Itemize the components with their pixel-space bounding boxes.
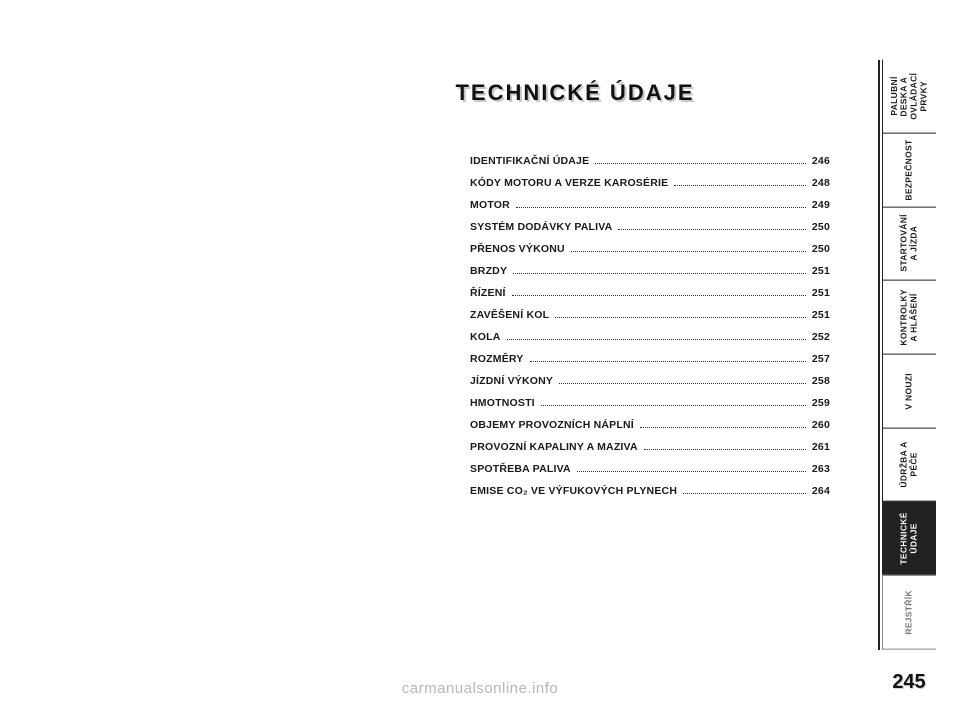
toc-leader-dots	[571, 251, 806, 252]
toc-row: MOTOR 249	[470, 199, 830, 221]
toc-label: JÍZDNÍ VÝKONY	[470, 375, 553, 387]
table-of-contents: IDENTIFIKAČNÍ ÚDAJE 246 KÓDY MOTORU A VERZ…	[470, 155, 830, 507]
toc-label: ROZMĚRY	[470, 353, 524, 365]
toc-label: PŘENOS VÝKONU	[470, 243, 565, 255]
toc-page: 260	[810, 419, 830, 431]
section-tab[interactable]: ÚDRŽBA A PÉČE	[882, 428, 936, 502]
toc-label: SPOTŘEBA PALIVA	[470, 463, 571, 475]
toc-leader-dots	[507, 339, 806, 340]
right-border	[878, 60, 880, 650]
toc-leader-dots	[618, 229, 805, 230]
toc-row: JÍZDNÍ VÝKONY 258	[470, 375, 830, 397]
toc-leader-dots	[555, 317, 806, 318]
toc-label: SYSTÉM DODÁVKY PALIVA	[470, 221, 612, 233]
section-tab[interactable]: REJSTŘÍK	[882, 575, 936, 650]
section-tab[interactable]: PALUBNÍ DESKA A OVLÁDACÍ PRVKY	[882, 60, 936, 134]
toc-page: 248	[810, 177, 830, 189]
toc-leader-dots	[595, 163, 806, 164]
toc-row: ROZMĚRY 257	[470, 353, 830, 375]
toc-label: MOTOR	[470, 199, 510, 211]
toc-page: 258	[810, 375, 830, 387]
toc-label: OBJEMY PROVOZNÍCH NÁPLNÍ	[470, 419, 634, 431]
toc-page: 246	[810, 155, 830, 167]
toc-row: SYSTÉM DODÁVKY PALIVA 250	[470, 221, 830, 243]
toc-row: ZAVĚŠENÍ KOL 251	[470, 309, 830, 331]
toc-page: 264	[810, 485, 830, 497]
toc-leader-dots	[541, 405, 806, 406]
toc-row: SPOTŘEBA PALIVA 263	[470, 463, 830, 485]
toc-page: 250	[810, 243, 830, 255]
toc-row: PŘENOS VÝKONU 250	[470, 243, 830, 265]
page-number-text: 245	[892, 671, 925, 693]
toc-page: 251	[810, 309, 830, 321]
toc-row: HMOTNOSTI 259	[470, 397, 830, 419]
toc-row: EMISE CO₂ VE VÝFUKOVÝCH PLYNECH 264	[470, 485, 830, 507]
toc-leader-dots	[674, 185, 806, 186]
toc-label: PROVOZNÍ KAPALINY A MAZIVA	[470, 441, 638, 453]
toc-leader-dots	[577, 471, 806, 472]
page-title: TECHNICKÉ ÚDAJE TECHNICKÉ ÚDAJE	[270, 80, 880, 106]
manual-page: TECHNICKÉ ÚDAJE TECHNICKÉ ÚDAJE IDENTIFI…	[270, 60, 880, 650]
toc-page: 261	[810, 441, 830, 453]
toc-leader-dots	[530, 361, 806, 362]
toc-row: KOLA 252	[470, 331, 830, 353]
toc-label: IDENTIFIKAČNÍ ÚDAJE	[470, 155, 589, 167]
toc-page: 259	[810, 397, 830, 409]
toc-page: 251	[810, 265, 830, 277]
toc-page: 263	[810, 463, 830, 475]
toc-row: IDENTIFIKAČNÍ ÚDAJE 246	[470, 155, 830, 177]
toc-page: 257	[810, 353, 830, 365]
toc-label: ZAVĚŠENÍ KOL	[470, 309, 549, 321]
toc-leader-dots	[516, 207, 806, 208]
toc-leader-dots	[559, 383, 806, 384]
toc-label: BRZDY	[470, 265, 507, 277]
toc-label: ŘÍZENÍ	[470, 287, 506, 299]
toc-row: ŘÍZENÍ 251	[470, 287, 830, 309]
toc-label: KÓDY MOTORU A VERZE KAROSÉRIE	[470, 177, 668, 189]
toc-leader-dots	[513, 273, 806, 274]
toc-row: OBJEMY PROVOZNÍCH NÁPLNÍ 260	[470, 419, 830, 441]
section-tabs: PALUBNÍ DESKA A OVLÁDACÍ PRVKYBEZPEČNOST…	[882, 60, 936, 650]
toc-label: KOLA	[470, 331, 501, 343]
toc-leader-dots	[512, 295, 806, 296]
toc-row: BRZDY 251	[470, 265, 830, 287]
section-tab[interactable]: BEZPEČNOST	[882, 134, 936, 208]
toc-page: 252	[810, 331, 830, 343]
toc-label: HMOTNOSTI	[470, 397, 535, 409]
watermark: carmanualsonline.info	[402, 680, 558, 697]
section-tab[interactable]: KONTROLKY A HLÁŠENÍ	[882, 281, 936, 355]
title-text: TECHNICKÉ ÚDAJE	[455, 80, 694, 105]
toc-label: EMISE CO₂ VE VÝFUKOVÝCH PLYNECH	[470, 485, 677, 497]
toc-row: KÓDY MOTORU A VERZE KAROSÉRIE 248	[470, 177, 830, 199]
toc-row: PROVOZNÍ KAPALINY A MAZIVA 261	[470, 441, 830, 463]
page-number: 245 245	[882, 671, 936, 694]
toc-leader-dots	[644, 449, 806, 450]
toc-page: 251	[810, 287, 830, 299]
section-tab[interactable]: STARTOVÁNÍ A JÍZDA	[882, 207, 936, 281]
toc-page: 250	[810, 221, 830, 233]
toc-leader-dots	[640, 427, 806, 428]
toc-leader-dots	[683, 493, 806, 494]
toc-page: 249	[810, 199, 830, 211]
section-tab[interactable]: TECHNICKÉ ÚDAJE	[882, 502, 936, 576]
section-tab[interactable]: V NOUZI	[882, 355, 936, 429]
